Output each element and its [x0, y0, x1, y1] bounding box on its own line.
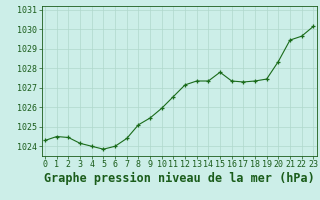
X-axis label: Graphe pression niveau de la mer (hPa): Graphe pression niveau de la mer (hPa) [44, 172, 315, 185]
